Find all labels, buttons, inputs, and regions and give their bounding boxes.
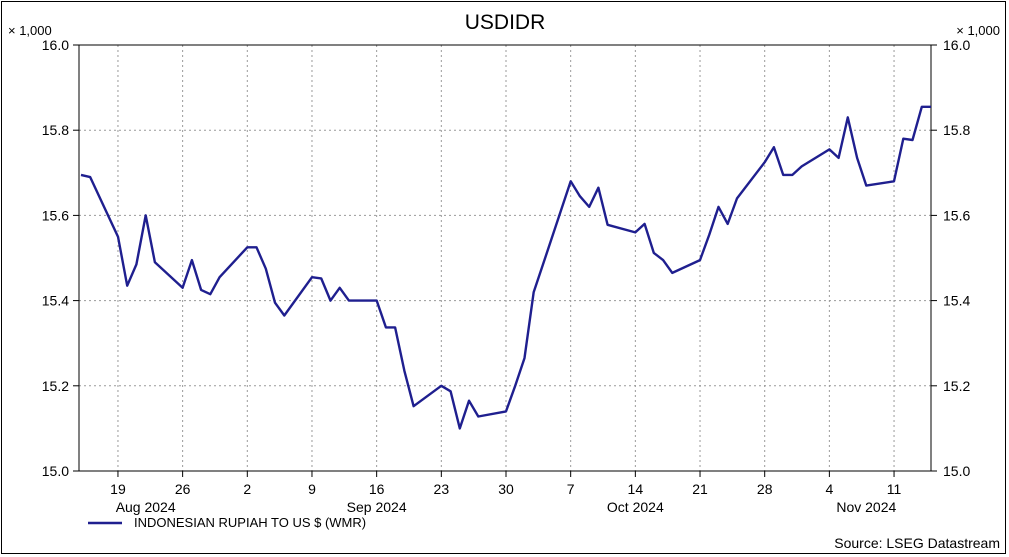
series-line	[80, 105, 931, 430]
x-tick-label: 7	[567, 481, 575, 497]
x-tick-label: 21	[692, 481, 708, 497]
y-tick-label-right: 15.0	[943, 463, 970, 479]
x-tick-label: 14	[628, 481, 644, 497]
y-tick-label-right: 16.0	[943, 37, 970, 53]
x-month-label: Oct 2024	[607, 499, 664, 515]
y-tick-label-right: 15.4	[943, 293, 970, 309]
x-month-label: Aug 2024	[116, 499, 176, 515]
y-tick-label-right: 15.2	[943, 378, 970, 394]
y-tick-label-left: 15.6	[42, 207, 69, 223]
y-unit-label-left: × 1,000	[8, 23, 52, 38]
legend-label: INDONESIAN RUPIAH TO US $ (WMR)	[134, 515, 366, 530]
x-tick-label: 23	[434, 481, 450, 497]
axes	[73, 44, 937, 477]
y-tick-label-left: 16.0	[42, 37, 69, 53]
chart-title: USDIDR	[465, 11, 546, 34]
x-month-label: Sep 2024	[347, 499, 407, 515]
source-note: Source: LSEG Datastream	[834, 535, 1000, 551]
y-tick-label-right: 15.6	[943, 207, 970, 223]
y-tick-label-right: 15.8	[943, 122, 970, 138]
x-tick-labels: 19 26 2 9 16 23 30 7 14 21 28 4 11 Aug 2024 Sep 2024 Oc…	[110, 481, 901, 515]
x-tick-label: 28	[757, 481, 773, 497]
x-tick-label: 2	[243, 481, 251, 497]
y-tick-label-left: 15.8	[42, 122, 69, 138]
x-tick-label: 4	[825, 481, 833, 497]
x-tick-label: 16	[369, 481, 385, 497]
y-tick-labels: 15.0 15.0 15.2 15.2 15.4 15.4 15.6 15.6 15.8 15.8…	[42, 37, 971, 479]
y-tick-label-left: 15.4	[42, 293, 69, 309]
x-tick-label: 11	[887, 481, 902, 497]
x-tick-label: 9	[308, 481, 316, 497]
y-tick-label-left: 15.0	[42, 463, 69, 479]
y-tick-label-left: 15.2	[42, 378, 69, 394]
x-tick-label: 19	[110, 481, 126, 497]
legend: INDONESIAN RUPIAH TO US $ (WMR)	[88, 515, 366, 530]
x-tick-label: 26	[175, 481, 191, 497]
series-layer	[80, 105, 931, 430]
plot-area-border	[78, 44, 932, 472]
gridlines	[79, 45, 931, 471]
x-month-label: Nov 2024	[836, 499, 896, 515]
x-tick-label: 30	[498, 481, 514, 497]
y-unit-label-right: × 1,000	[956, 23, 1000, 38]
